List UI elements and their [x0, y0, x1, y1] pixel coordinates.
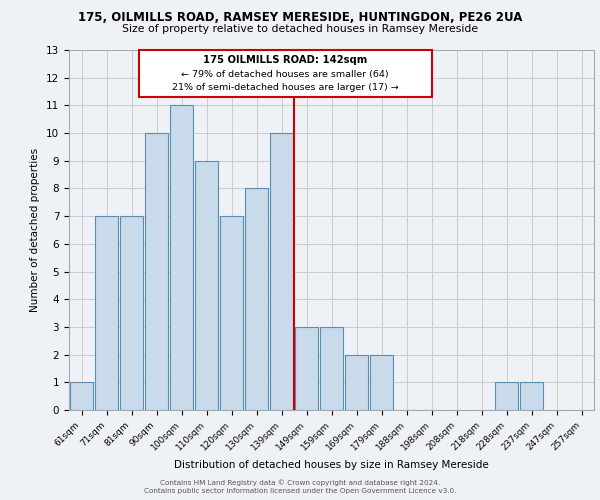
FancyBboxPatch shape [139, 50, 431, 97]
Bar [170, 106, 193, 410]
Bar [195, 161, 218, 410]
Bar [270, 133, 293, 410]
Bar [295, 327, 318, 410]
Bar [245, 188, 268, 410]
Text: ← 79% of detached houses are smaller (64): ← 79% of detached houses are smaller (64… [181, 70, 389, 79]
Bar [145, 133, 168, 410]
Bar [495, 382, 518, 410]
Bar [120, 216, 143, 410]
Bar [95, 216, 118, 410]
Text: 175, OILMILLS ROAD, RAMSEY MERESIDE, HUNTINGDON, PE26 2UA: 175, OILMILLS ROAD, RAMSEY MERESIDE, HUN… [78, 11, 522, 24]
Y-axis label: Number of detached properties: Number of detached properties [31, 148, 40, 312]
Bar [320, 327, 343, 410]
Bar [520, 382, 543, 410]
Bar [70, 382, 93, 410]
Bar [345, 354, 368, 410]
Text: Contains HM Land Registry data © Crown copyright and database right 2024.: Contains HM Land Registry data © Crown c… [160, 480, 440, 486]
Text: Size of property relative to detached houses in Ramsey Mereside: Size of property relative to detached ho… [122, 24, 478, 34]
Text: 21% of semi-detached houses are larger (17) →: 21% of semi-detached houses are larger (… [172, 83, 398, 92]
Text: Contains public sector information licensed under the Open Government Licence v3: Contains public sector information licen… [144, 488, 456, 494]
Bar [370, 354, 393, 410]
Text: 175 OILMILLS ROAD: 142sqm: 175 OILMILLS ROAD: 142sqm [203, 55, 367, 65]
X-axis label: Distribution of detached houses by size in Ramsey Mereside: Distribution of detached houses by size … [174, 460, 489, 470]
Bar [220, 216, 243, 410]
